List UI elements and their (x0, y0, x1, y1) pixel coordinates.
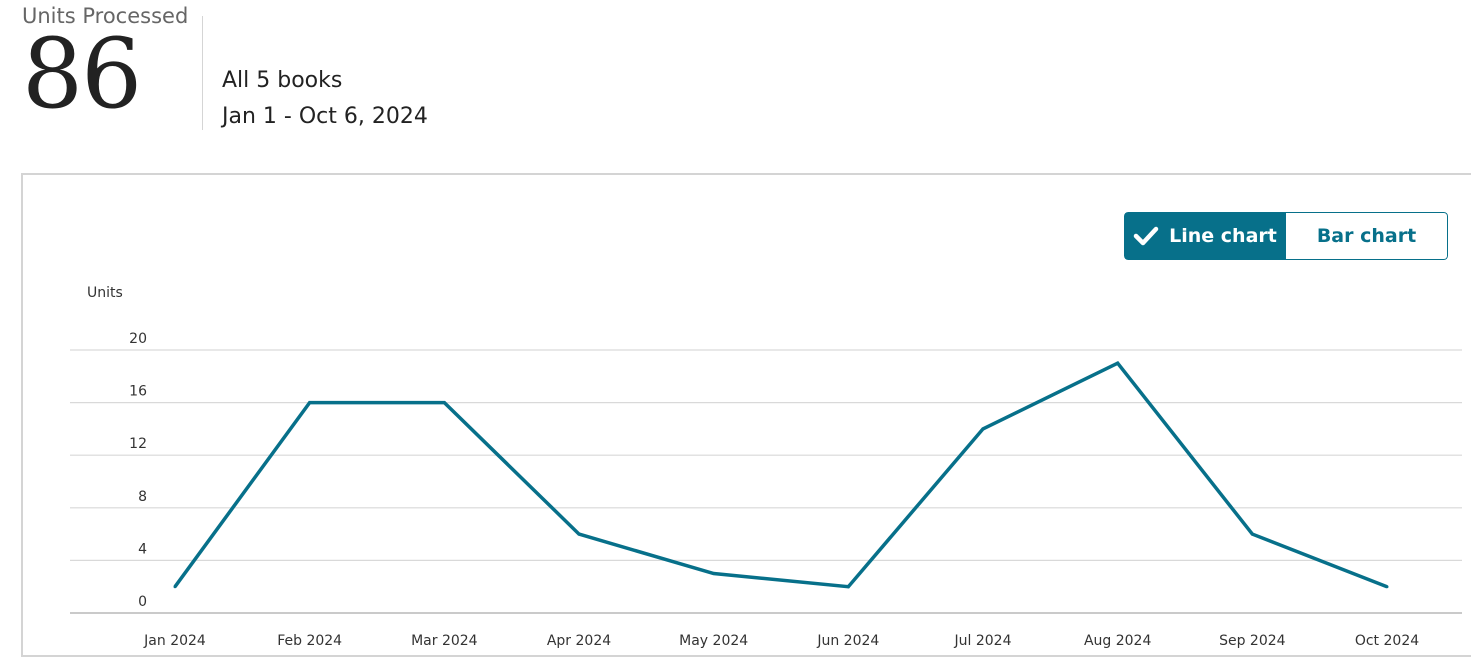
y-axis-label: Units (87, 285, 123, 301)
x-tick-label: Aug 2024 (1084, 633, 1152, 649)
x-tick-label: May 2024 (679, 633, 748, 649)
x-tick-label: Mar 2024 (411, 633, 478, 649)
x-tick-label: Jan 2024 (143, 633, 206, 649)
x-tick-label: Oct 2024 (1355, 633, 1419, 649)
kpi-label: Units Processed (22, 4, 189, 28)
data-point (308, 401, 312, 405)
data-point (981, 427, 985, 431)
bar-chart-button-label: Bar chart (1316, 225, 1417, 247)
x-tick-label: Sep 2024 (1219, 633, 1286, 649)
y-tick-label: 16 (129, 384, 147, 400)
scope-text: All 5 books (222, 68, 343, 93)
data-point (1250, 532, 1254, 536)
x-tick-label: Feb 2024 (277, 633, 342, 649)
data-point (1116, 361, 1120, 365)
x-tick-label: Jun 2024 (816, 633, 879, 649)
y-tick-label: 4 (138, 541, 147, 557)
data-point (577, 532, 581, 536)
series-line (173, 360, 1388, 589)
kpi-value: 86 (22, 18, 142, 130)
line-chart-button[interactable]: Line chart (1124, 212, 1286, 260)
bar-chart-button[interactable]: Bar chart (1286, 212, 1448, 260)
y-tick-label: 20 (129, 331, 147, 347)
data-point (173, 585, 177, 589)
x-tick-label: Apr 2024 (547, 633, 611, 649)
y-tick-label: 0 (138, 594, 147, 610)
kpi-divider (202, 16, 203, 130)
checkmark-icon (1133, 226, 1159, 246)
data-point (1385, 585, 1389, 589)
date-range-text: Jan 1 - Oct 6, 2024 (222, 104, 428, 129)
x-tick-label: Jul 2024 (954, 633, 1012, 649)
data-point (712, 572, 716, 576)
line-chart-button-label: Line chart (1169, 225, 1277, 247)
chart-type-toggle: Line chart Bar chart (1124, 212, 1448, 260)
y-tick-label: 12 (129, 436, 147, 452)
data-point (442, 401, 446, 405)
data-point (846, 585, 850, 589)
y-tick-label: 8 (138, 489, 147, 505)
